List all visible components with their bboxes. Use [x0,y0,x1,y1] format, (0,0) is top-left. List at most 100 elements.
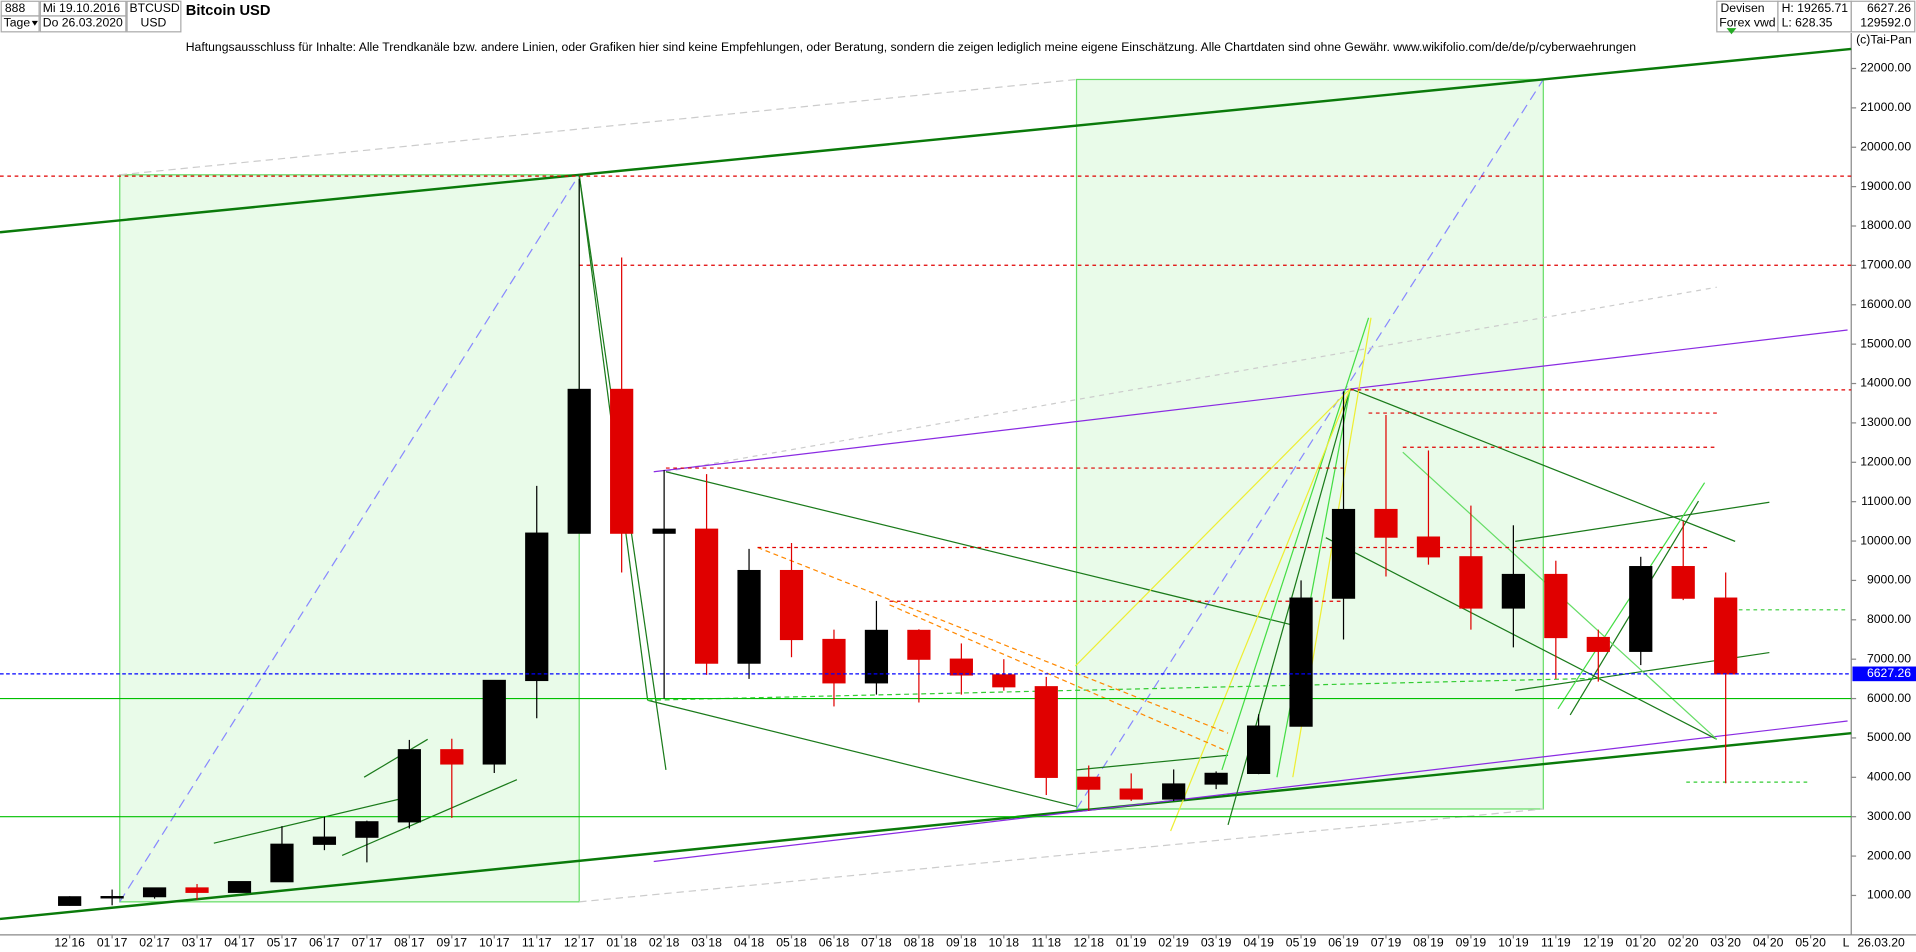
candle-body [227,881,252,893]
x-tick-label: 06 19 [1328,936,1359,950]
x-tick-label: 03 17 [182,936,213,950]
y-tick-label: 12000.00 [1860,455,1911,469]
x-tick-label: 12 16 [54,936,85,950]
trend-line [653,329,1848,473]
x-tick-label: 08 18 [904,936,935,950]
y-tick-label: 7000.00 [1867,651,1911,665]
trend-line [1170,388,1351,832]
x-tick-label: 03 19 [1201,936,1232,950]
currency: USD [141,15,167,29]
x-tick-label: 03 20 [1710,936,1741,950]
x-tick-label: 04 18 [734,936,765,950]
header-box [0,15,40,33]
trend-line [653,720,1848,863]
x-tick-label: 02 18 [649,936,680,950]
candle-body [100,896,124,899]
candle-body [652,528,676,534]
last-price-label: 6627.26 [1867,666,1911,680]
symbol: BTCUSD [130,1,180,15]
candle-body [1246,725,1271,774]
x-tick-label: 01 18 [606,936,637,950]
trend-line [665,471,1296,627]
x-tick-label: 08 17 [394,936,425,950]
candle-body [737,569,761,664]
x-tick-label: 11 17 [522,936,552,950]
y-tick-label: 6000.00 [1867,691,1911,705]
trend-line [1276,388,1351,778]
x-tick-label: 01 17 [97,936,128,950]
y-tick-label: 17000.00 [1860,258,1911,272]
trend-line [647,699,1077,808]
x-tick-label: 07 17 [352,936,383,950]
x-tick-label: 03 18 [691,936,722,950]
x-tick-label: 09 18 [946,936,977,950]
candle-body [1204,772,1228,785]
source: Forex vwd [1719,15,1775,29]
trend-line [1325,537,1718,740]
candle-body [1629,566,1653,652]
volume: 129592.0 [1860,15,1911,29]
candle-body [1034,686,1058,778]
last: 6627.26 [1867,1,1911,15]
trend-line [119,174,580,903]
trend-line [579,808,1544,903]
candle-body [1544,573,1568,639]
marker [1726,28,1737,35]
trend-line [1076,754,1229,771]
period[interactable]: Tage [4,15,31,29]
y-tick-label: 15000.00 [1860,336,1911,350]
candle-body [949,658,973,676]
candle-body [694,528,719,664]
candle-body [1331,508,1356,599]
trend-line [1074,388,1351,667]
x-tick-label: 01 20 [1625,936,1656,950]
candle-body [1501,573,1525,609]
candle-body [440,749,464,765]
x-tick-label: 07 19 [1371,936,1402,950]
y-tick-label: 13000.00 [1860,415,1911,429]
candle-body [58,896,82,906]
candle-body [1671,566,1695,599]
candle-body [142,887,167,898]
trend-line [0,732,1852,921]
y-tick-label: 21000.00 [1860,100,1911,114]
y-tick-label: 22000.00 [1860,61,1911,75]
x-tick-label: 09 17 [437,936,468,950]
x-tick-label: 06 17 [309,936,340,950]
footer-scale: L [1843,936,1850,950]
trend-line [363,738,428,778]
candle-body [397,749,421,823]
header-box [126,0,182,33]
footer-date: 26.03.20 [1857,936,1905,950]
y-tick-label: 4000.00 [1867,770,1911,784]
trend-line [1350,388,1736,542]
y-tick-label: 3000.00 [1867,809,1911,823]
candle-body [482,679,506,765]
x-tick-label: 05 19 [1286,936,1317,950]
header-box [39,15,127,33]
candle-body [992,674,1016,688]
copyright: (c)Tai-Pan [1856,33,1912,47]
trend-line [119,78,1077,176]
instrument-name: Bitcoin USD [186,3,271,19]
y-tick-label: 2000.00 [1867,848,1911,862]
x-tick-label: 05 18 [776,936,807,950]
x-tick-label: 01 19 [1116,936,1147,950]
candle-body [1077,776,1101,790]
x-tick-label: 04 20 [1753,936,1784,950]
high: H: 19265.71 [1782,1,1849,15]
y-tick-label: 10000.00 [1860,533,1911,547]
trend-line [889,604,1229,753]
y-tick-label: 14000.00 [1860,376,1911,390]
candle-body [312,836,337,845]
low: L: 628.35 [1782,15,1833,29]
code: 888 [5,1,26,15]
candle-body [525,532,549,682]
x-tick-label: 02 19 [1158,936,1189,950]
candle-body [1289,597,1313,727]
x-tick-label: 04 19 [1243,936,1274,950]
date-to: Do 26.03.2020 [43,15,123,29]
x-tick-label: 02 17 [139,936,170,950]
x-tick-label: 07 18 [861,936,892,950]
